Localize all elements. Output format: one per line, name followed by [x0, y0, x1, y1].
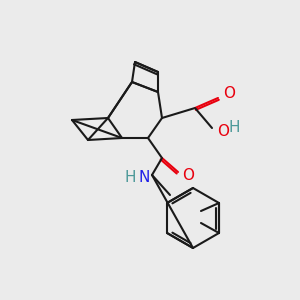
- Text: O: O: [182, 169, 194, 184]
- Text: H: H: [124, 169, 136, 184]
- Text: H: H: [228, 121, 239, 136]
- Text: N: N: [138, 169, 150, 184]
- Text: O: O: [217, 124, 229, 140]
- Text: O: O: [223, 86, 235, 101]
